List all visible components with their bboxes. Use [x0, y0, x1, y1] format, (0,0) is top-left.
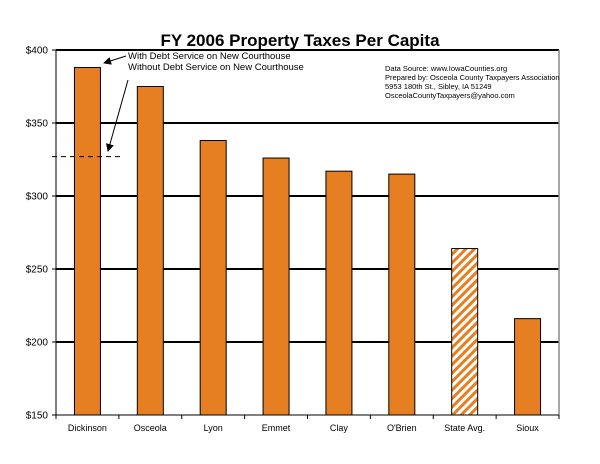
axes [52, 49, 560, 419]
x-tick-label: State Avg. [444, 423, 485, 433]
y-tick-label: $300 [26, 192, 49, 203]
x-tick-label: Clay [330, 423, 349, 433]
chart-title: FY 2006 Property Taxes Per Capita [160, 31, 440, 50]
y-tick-label: $400 [26, 46, 49, 57]
annotation-with-debt: With Debt Service on New Courthouse [128, 51, 291, 62]
arrow-without-debt [106, 79, 129, 152]
x-tick-label: Sioux [516, 423, 539, 433]
source-line-3: 5953 180th St., Sibley, IA 51249 [385, 82, 492, 91]
source-note: Data Source: www.IowaCounties.org Prepar… [385, 64, 560, 100]
bar-lyon [199, 140, 227, 416]
bar-dickinson [73, 67, 101, 416]
x-tick-labels: Dickinson Osceola Lyon Emmet Clay O'Brien Stat… [68, 423, 539, 433]
x-tick-label: Lyon [204, 423, 223, 433]
source-line-2: Prepared by: Osceola County Taxpayers As… [385, 73, 560, 82]
x-tick-label: O'Brien [387, 423, 417, 433]
arrow-with-debt [103, 55, 127, 65]
bar-sioux [514, 318, 542, 416]
y-tick-label: $250 [26, 265, 49, 276]
y-tick-label: $150 [26, 411, 49, 422]
bar-osceola [136, 86, 164, 416]
bar-state-avg [451, 248, 479, 416]
bars [73, 67, 542, 416]
y-tick-label: $200 [26, 338, 49, 349]
x-tick-label: Osceola [134, 423, 167, 433]
bar-emmet [262, 157, 290, 416]
bar-o-brien [388, 173, 416, 416]
annotation: With Debt Service on New Courthouse With… [103, 51, 304, 152]
gridlines [56, 122, 559, 343]
y-tick-label: $350 [26, 119, 49, 130]
bar-clay [325, 170, 353, 416]
x-tick-label: Emmet [262, 423, 291, 433]
x-tick-label: Dickinson [68, 423, 107, 433]
annotation-without-debt: Without Debt Service on New Courthouse [128, 62, 304, 73]
y-tick-labels: $150 $200 $250 $300 $350 $400 [26, 46, 49, 422]
source-line-4: OsceolaCountyTaxpayers@yahoo.com [385, 91, 515, 100]
source-line-1: Data Source: www.IowaCounties.org [385, 64, 507, 73]
